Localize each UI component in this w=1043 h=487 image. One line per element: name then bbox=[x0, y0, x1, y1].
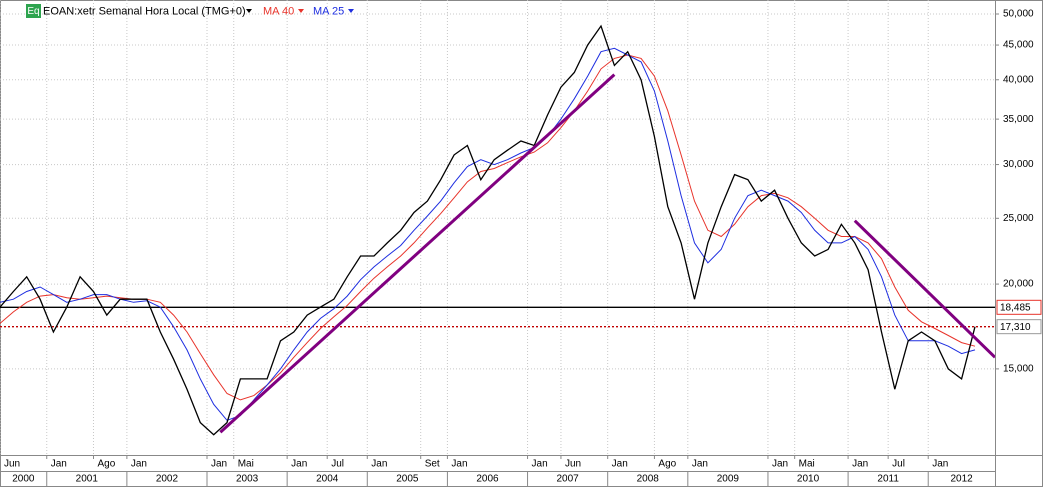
x-tick-label: Jan bbox=[371, 459, 387, 470]
y-tick-label: 25,000 bbox=[1003, 213, 1034, 224]
x-tick-label: Jan bbox=[131, 459, 147, 470]
dropdown-icon[interactable] bbox=[246, 9, 252, 13]
x-tick-label: Jan bbox=[612, 459, 628, 470]
y-tick-label: 35,000 bbox=[1003, 114, 1034, 125]
y-tick-label: 50,000 bbox=[1003, 9, 1034, 20]
x-tick-label: Jan bbox=[451, 459, 467, 470]
x-tick-label: Jun bbox=[4, 459, 20, 470]
year-label: 2004 bbox=[316, 474, 339, 485]
x-tick-label: Jan bbox=[211, 459, 227, 470]
x-tick-label: Jan bbox=[772, 459, 788, 470]
trendline bbox=[853, 219, 997, 359]
year-label: 2006 bbox=[476, 474, 499, 485]
year-label: 2003 bbox=[236, 474, 259, 485]
price-line bbox=[0, 24, 976, 436]
moving-average bbox=[0, 47, 976, 421]
price-label: 18,485 bbox=[1000, 302, 1031, 313]
x-tick-label: Jan bbox=[932, 459, 948, 470]
x-tick-label: Mai bbox=[238, 459, 254, 470]
dropdown-icon[interactable] bbox=[348, 9, 354, 13]
year-label: 2009 bbox=[717, 474, 740, 485]
y-tick-label: 45,000 bbox=[1003, 40, 1034, 51]
price-label-box bbox=[996, 299, 1042, 315]
x-tick-label: Set bbox=[425, 459, 440, 470]
year-label: 2000 bbox=[12, 474, 35, 485]
moving-average bbox=[0, 54, 976, 401]
legend-entry[interactable]: MA 25 bbox=[313, 5, 344, 17]
year-label: 2001 bbox=[76, 474, 99, 485]
x-tick-label: Jan bbox=[532, 459, 548, 470]
chart-title: EOAN:xetr Semanal Hora Local (TMG+0) bbox=[43, 5, 246, 17]
x-tick-label: Jan bbox=[852, 459, 868, 470]
x-tick-label: Ago bbox=[658, 459, 676, 470]
year-label: 2010 bbox=[797, 474, 820, 485]
year-label: 2011 bbox=[877, 474, 899, 485]
x-tick-label: Jan bbox=[291, 459, 307, 470]
legend-entry[interactable]: MA 40 bbox=[263, 5, 294, 17]
y-tick-label: 40,000 bbox=[1003, 74, 1034, 85]
x-tick-label: Ago bbox=[97, 459, 115, 470]
x-tick-label: Jan bbox=[51, 459, 67, 470]
year-label: 2005 bbox=[396, 474, 419, 485]
y-tick-label: 15,000 bbox=[1003, 364, 1034, 375]
plot-area bbox=[0, 0, 997, 455]
price-label-box bbox=[996, 319, 1042, 335]
year-label: 2008 bbox=[637, 474, 660, 485]
y-tick-label: 30,000 bbox=[1003, 159, 1034, 170]
year-label: 2002 bbox=[156, 474, 179, 485]
badge-box bbox=[26, 4, 41, 18]
trendline bbox=[219, 73, 616, 434]
x-tick-label: Jul bbox=[331, 459, 344, 470]
x-tick-label: Jun bbox=[565, 459, 581, 470]
year-label: 2007 bbox=[556, 474, 579, 485]
x-tick-label: Jul bbox=[892, 459, 905, 470]
year-label: 2012 bbox=[950, 474, 973, 485]
badge: Eq bbox=[27, 6, 39, 17]
dropdown-icon[interactable] bbox=[298, 9, 304, 13]
x-tick-label: Mai bbox=[799, 459, 815, 470]
x-tick-label: Jan bbox=[692, 459, 708, 470]
price-label: 17,310 bbox=[1000, 322, 1031, 333]
y-tick-label: 20,000 bbox=[1003, 279, 1034, 290]
